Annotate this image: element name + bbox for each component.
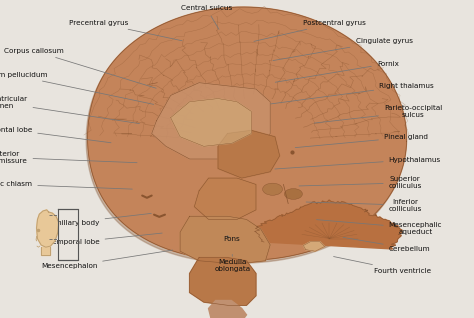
- Text: Fourth ventricle: Fourth ventricle: [334, 257, 432, 274]
- Polygon shape: [36, 210, 59, 247]
- Polygon shape: [152, 83, 270, 159]
- Text: Cingulate gyrus: Cingulate gyrus: [273, 38, 412, 61]
- Polygon shape: [190, 258, 256, 305]
- Text: Mamillary body: Mamillary body: [44, 213, 151, 225]
- Polygon shape: [171, 99, 251, 146]
- Text: Pineal gland: Pineal gland: [295, 135, 428, 148]
- Text: Hypothalamus: Hypothalamus: [275, 157, 441, 169]
- Text: Temporal lobe: Temporal lobe: [49, 233, 162, 245]
- Polygon shape: [88, 7, 407, 261]
- Text: Parieto-occipital
sulcus: Parieto-occipital sulcus: [314, 106, 442, 123]
- Text: Pons: Pons: [223, 236, 240, 242]
- Text: Frontal lobe: Frontal lobe: [0, 127, 111, 143]
- Text: Septum pellucidum: Septum pellucidum: [0, 72, 154, 104]
- Polygon shape: [86, 10, 405, 263]
- Text: Fornix: Fornix: [275, 61, 399, 82]
- Text: Superior
colliculus: Superior colliculus: [299, 176, 422, 189]
- Text: Cerebellum: Cerebellum: [343, 237, 430, 252]
- Ellipse shape: [263, 183, 283, 195]
- Ellipse shape: [284, 189, 302, 199]
- Text: Mesencephalon: Mesencephalon: [41, 250, 173, 269]
- Text: Optic chiasm: Optic chiasm: [0, 182, 132, 189]
- Polygon shape: [303, 242, 325, 251]
- Text: Inferior
colliculus: Inferior colliculus: [306, 199, 422, 211]
- Polygon shape: [180, 216, 270, 264]
- Polygon shape: [255, 200, 402, 249]
- Polygon shape: [209, 301, 246, 318]
- Text: Anterior
commissure: Anterior commissure: [0, 151, 137, 164]
- Text: Medulla
oblongata: Medulla oblongata: [214, 254, 250, 272]
- Text: Right thalamus: Right thalamus: [271, 83, 434, 104]
- Text: Mesencephalic
aqueduct: Mesencephalic aqueduct: [317, 220, 442, 234]
- Text: Central sulcus: Central sulcus: [181, 5, 232, 29]
- Text: Interventricular
foramen: Interventricular foramen: [0, 96, 139, 124]
- Polygon shape: [41, 247, 50, 255]
- Polygon shape: [194, 178, 256, 219]
- Text: Precentral gyrus: Precentral gyrus: [69, 20, 182, 41]
- Polygon shape: [218, 130, 280, 178]
- Text: Postcentral gyrus: Postcentral gyrus: [254, 20, 366, 41]
- Text: Corpus callosum: Corpus callosum: [4, 48, 156, 88]
